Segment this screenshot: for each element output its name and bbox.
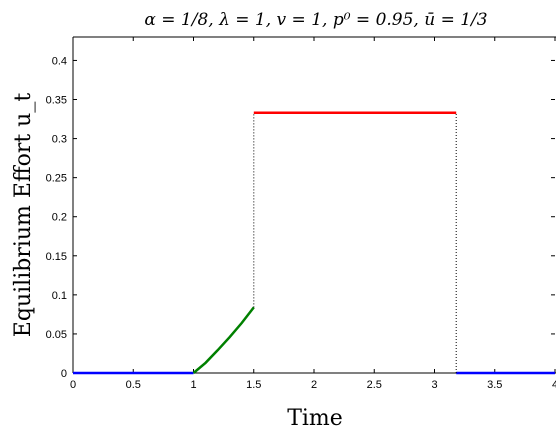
y-axis-label: Equilibrium Effort u_t <box>11 93 36 338</box>
y-tick-label: 0.4 <box>52 55 67 67</box>
y-tick-label: 0.15 <box>46 251 67 263</box>
y-ticks: 0 0.05 0.1 0.15 0.2 0.25 0.3 0.35 0.4 <box>46 55 555 380</box>
y-tick-label: 0.3 <box>52 134 67 146</box>
y-tick-label: 0.2 <box>52 212 67 224</box>
chart-title: α = 1/8, λ = 1, v = 1, p⁰ = 0.95, ū = 1/… <box>144 10 487 30</box>
x-axis-label: Time <box>287 406 343 431</box>
x-tick-label: 1 <box>190 379 196 391</box>
x-tick-label: 0 <box>70 379 76 391</box>
y-tick-label: 0.05 <box>46 329 67 341</box>
y-tick-label: 0.25 <box>46 173 67 185</box>
series-line-1 <box>192 306 255 374</box>
y-tick-label: 0.1 <box>52 290 67 302</box>
x-tick-label: 3 <box>431 379 437 391</box>
y-tick-label: 0.35 <box>46 95 67 107</box>
y-tick-label: 0 <box>61 368 67 380</box>
x-tick-label: 2 <box>311 379 317 391</box>
x-tick-label: 1.5 <box>246 379 261 391</box>
series-group <box>73 111 555 375</box>
x-tick-label: 0.5 <box>126 379 141 391</box>
x-tick-label: 2.5 <box>367 379 382 391</box>
x-tick-label: 4 <box>552 379 556 391</box>
x-tick-label: 3.5 <box>487 379 502 391</box>
plot-area: 0 0.5 1 1.5 2 2.5 3 3.5 4 0 0.05 0.1 0.15 0.2 0.25 0.3… <box>46 36 556 391</box>
x-ticks: 0 0.5 1 1.5 2 2.5 3 3.5 4 <box>70 37 556 391</box>
